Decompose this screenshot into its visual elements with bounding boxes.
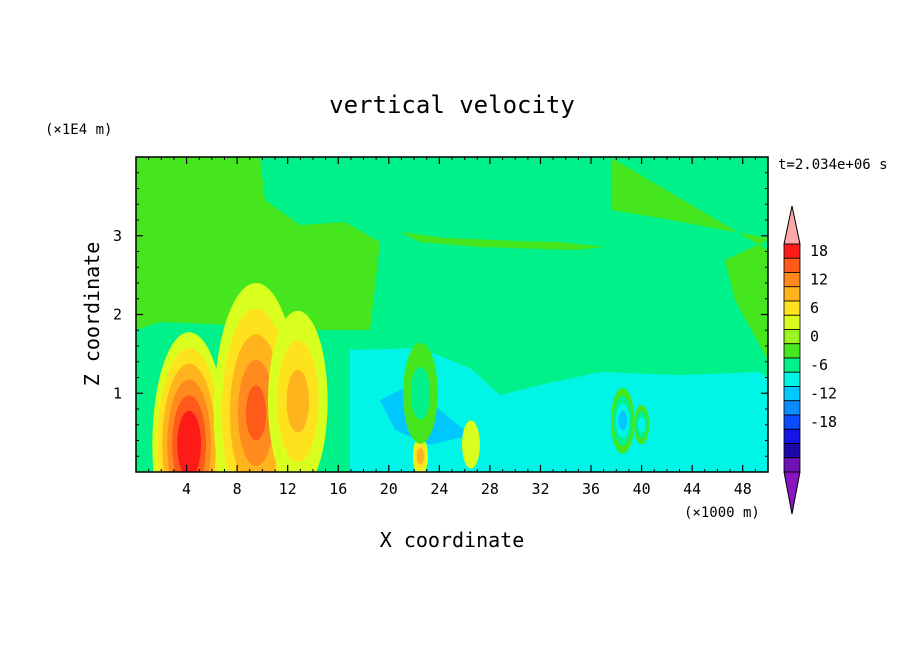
feature-contour <box>410 366 431 420</box>
colorbar-label: -6 <box>810 356 828 374</box>
x-tick-label: 16 <box>329 480 347 498</box>
colorbar-segment <box>783 371 801 387</box>
colorbar-segment <box>783 300 801 316</box>
colorbar-min-extend <box>783 471 801 515</box>
colorbar-label: -18 <box>810 413 837 431</box>
colorbar-segment <box>783 457 801 473</box>
x-tick-label: 48 <box>734 480 752 498</box>
colorbar-segment <box>783 314 801 330</box>
mid-level-filament <box>400 232 605 250</box>
colorbar-segment <box>783 386 801 402</box>
time-label: t=2.034e+06 s <box>778 157 888 173</box>
colorbar-segment <box>783 343 801 359</box>
colorbar-max-extend <box>783 205 801 245</box>
feature-contour <box>618 411 628 431</box>
y-tick-label: 3 <box>113 227 122 245</box>
feature-contour <box>286 369 310 433</box>
y-tick-label: 1 <box>113 384 122 402</box>
x-tick-label: 8 <box>233 480 242 498</box>
x-tick-label: 20 <box>380 480 398 498</box>
x-unit-label: (×1000 m) <box>684 505 760 521</box>
colorbar-label: 18 <box>810 242 828 260</box>
colorbar-label: -12 <box>810 385 837 403</box>
feature-contour <box>637 416 646 433</box>
colorbar-segment <box>783 428 801 444</box>
x-tick-label: 36 <box>582 480 600 498</box>
colorbar-label: 12 <box>810 271 828 289</box>
colorbar-segment <box>783 414 801 430</box>
colorbar-segment <box>783 329 801 345</box>
y-tick-label: 2 <box>113 306 122 324</box>
y-unit-label: (×1E4 m) <box>45 122 112 138</box>
colorbar-segment <box>783 243 801 259</box>
x-tick-label: 44 <box>683 480 701 498</box>
upper-right-positive-region <box>610 157 768 360</box>
colorbar-segment <box>783 257 801 273</box>
colorbar-segment <box>783 357 801 373</box>
x-tick-label: 24 <box>430 480 448 498</box>
x-tick-label: 40 <box>633 480 651 498</box>
x-tick-label: 4 <box>182 480 191 498</box>
colorbar-segment <box>783 272 801 288</box>
upper-left-positive-region <box>136 157 380 330</box>
colorbar-segment <box>783 286 801 302</box>
feature-contour <box>462 420 480 469</box>
colorbar-segment <box>783 400 801 416</box>
feature-contour <box>182 426 197 463</box>
colorbar-segment <box>783 443 801 459</box>
feature-contour <box>246 385 267 441</box>
chart-title: vertical velocity <box>329 91 575 119</box>
colorbar-label: 6 <box>810 299 819 317</box>
feature-contour <box>416 448 425 465</box>
low-level-cyan-band <box>350 348 768 472</box>
x-tick-label: 28 <box>481 480 499 498</box>
y-axis-title: Z coordinate <box>80 242 104 387</box>
x-tick-label: 32 <box>531 480 549 498</box>
x-axis-title: X coordinate <box>380 528 525 552</box>
x-tick-label: 12 <box>279 480 297 498</box>
colorbar-label: 0 <box>810 328 819 346</box>
